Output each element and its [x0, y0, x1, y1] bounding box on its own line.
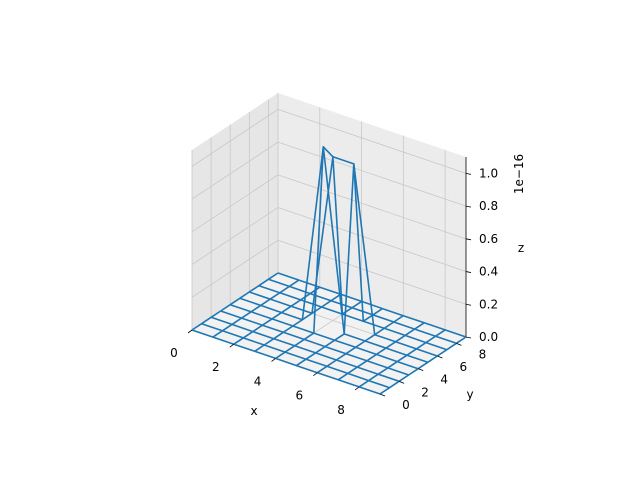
- x-tick-label: 4: [254, 374, 262, 388]
- x-tick-label: 8: [337, 403, 345, 417]
- z-axis-label: z: [518, 241, 524, 255]
- z-gridline-back: [277, 174, 467, 240]
- z-tick-label: 1.0: [479, 166, 498, 180]
- x-tick-mark: [271, 358, 276, 362]
- z-tick-label: 0.8: [479, 199, 498, 213]
- z-gridline-side: [191, 141, 279, 200]
- z-gridline-back: [277, 207, 467, 272]
- y-tick-label: 4: [440, 373, 448, 387]
- z-tick-mark: [465, 336, 472, 339]
- y-tick-mark: [437, 355, 443, 359]
- wireframe-column-line: [316, 315, 404, 374]
- x-tick-label: 6: [296, 389, 304, 403]
- y-tick-mark: [379, 393, 386, 397]
- x-tick-mark: [313, 372, 318, 376]
- z-gridline-back: [277, 141, 467, 207]
- wireframe-column-line: [295, 163, 383, 367]
- wireframe-row-line: [220, 310, 409, 376]
- wireframe-surface: [191, 146, 467, 395]
- wireframe-column-line: [358, 329, 446, 388]
- floor-pane: [192, 273, 466, 394]
- y-tick-label: 6: [460, 360, 468, 374]
- z-tick-mark: [465, 303, 472, 306]
- wireframe-row-line: [210, 316, 400, 383]
- wireframe-column-line: [191, 272, 279, 331]
- wireframe-row-line: [249, 156, 438, 357]
- wireframe-column-line: [212, 279, 300, 338]
- x-tick-label: 2: [212, 360, 220, 374]
- z-tick-mark: [465, 205, 472, 208]
- x-tick-label: 0: [170, 346, 178, 360]
- wireframe-row-line: [229, 303, 419, 370]
- z-gridline-side: [191, 109, 279, 167]
- wireframe-column-line: [337, 322, 425, 381]
- z-tick-mark: [465, 238, 472, 241]
- back-pane: [278, 93, 466, 337]
- axis-panes: [192, 93, 466, 394]
- x-tick-mark: [354, 386, 360, 391]
- y-tick-mark: [456, 342, 462, 346]
- z-tick-mark: [465, 172, 472, 175]
- z-tick-label: 0.4: [479, 265, 498, 279]
- y-tick-label: 2: [421, 385, 429, 399]
- y-tick-label: 0: [402, 398, 410, 412]
- x-axis-label: x: [250, 404, 257, 418]
- wireframe-row-line: [191, 329, 381, 395]
- z-gridline-back: [277, 108, 467, 174]
- wireframe-row-line: [201, 322, 390, 389]
- z-gridline-side: [191, 207, 279, 265]
- z-gridline-side: [191, 174, 279, 233]
- wireframe-row-line: [239, 146, 429, 364]
- z-tick-label: 0.6: [479, 232, 498, 246]
- wireframe-column-line: [254, 293, 342, 352]
- z-tick-mark: [465, 271, 472, 273]
- z-tick-label: 0.0: [479, 330, 498, 344]
- z-tick-label: 0.2: [479, 297, 498, 311]
- wireframe-row-line: [258, 284, 448, 351]
- wireframe-column-line: [379, 336, 467, 395]
- x-tick-mark: [187, 329, 193, 334]
- wireframe-column-line: [233, 286, 321, 345]
- x-tick-mark: [229, 343, 235, 348]
- wireframe-column-line: [275, 146, 363, 360]
- y-tick-mark: [398, 380, 405, 384]
- wireframe-row-line: [277, 272, 467, 338]
- y-tick-mark: [418, 368, 424, 372]
- y-tick-label: 8: [479, 347, 487, 361]
- z-gridline-back: [277, 239, 467, 305]
- z-axis-offset-label: 1e−16: [512, 154, 526, 194]
- y-axis-label: y: [466, 388, 473, 402]
- z-gridline-side: [191, 239, 279, 298]
